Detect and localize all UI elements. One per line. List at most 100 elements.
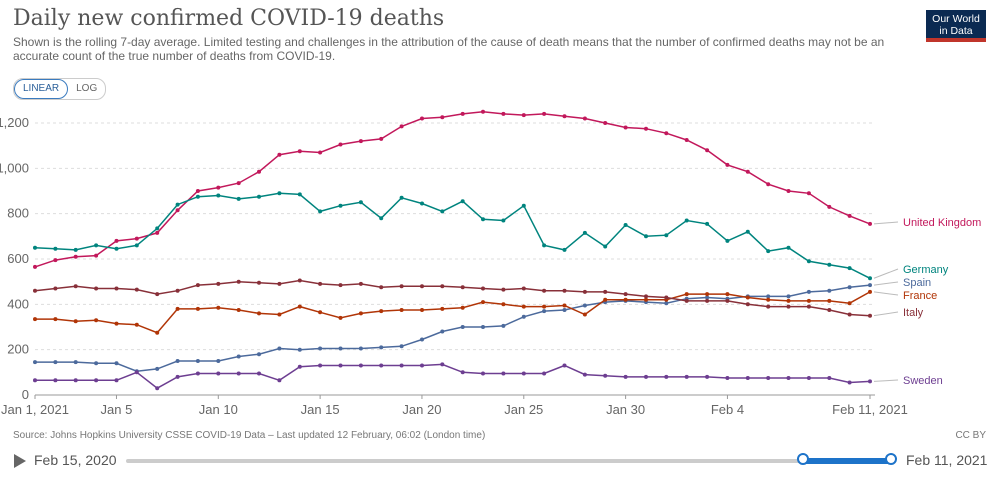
data-point xyxy=(216,193,221,198)
data-point xyxy=(705,298,710,303)
data-point xyxy=(847,285,852,290)
data-point xyxy=(134,236,139,241)
data-point xyxy=(420,284,424,289)
data-point xyxy=(582,372,587,377)
series-label-connector xyxy=(873,311,899,317)
data-point xyxy=(53,378,58,383)
timeline: Feb 15, 2020 Feb 11, 2021 xyxy=(0,448,1000,480)
data-point xyxy=(766,304,771,309)
data-point xyxy=(806,376,811,380)
data-point xyxy=(847,266,852,271)
data-point xyxy=(94,378,99,383)
data-point xyxy=(318,209,323,214)
data-point xyxy=(806,304,811,309)
data-point xyxy=(297,364,302,369)
data-point xyxy=(664,374,669,379)
data-point xyxy=(705,295,710,300)
timeline-track[interactable] xyxy=(126,459,892,463)
data-point xyxy=(664,131,669,136)
data-point xyxy=(195,371,200,376)
data-point xyxy=(155,330,160,335)
data-point xyxy=(175,208,180,213)
data-point xyxy=(806,259,811,264)
data-point xyxy=(318,150,323,155)
data-point xyxy=(114,321,119,326)
data-point xyxy=(53,286,58,291)
data-point xyxy=(542,304,547,309)
data-point xyxy=(501,323,506,328)
data-point xyxy=(195,359,200,363)
log-scale-button[interactable]: LOG xyxy=(76,83,98,94)
data-point xyxy=(725,238,730,243)
data-point xyxy=(257,194,261,199)
data-point xyxy=(460,370,465,375)
series-label[interactable]: Italy xyxy=(903,307,924,319)
series-label[interactable]: United Kingdom xyxy=(903,217,981,229)
data-point xyxy=(521,203,526,208)
data-point xyxy=(806,191,811,196)
data-point xyxy=(358,139,363,144)
linear-scale-button[interactable]: LINEAR xyxy=(14,79,69,99)
data-point xyxy=(786,189,791,193)
series-label[interactable]: Germany xyxy=(903,264,949,276)
license-link[interactable]: CC BY xyxy=(955,430,986,441)
logo-line-1: Our World xyxy=(932,13,980,25)
data-point xyxy=(399,124,404,129)
data-point xyxy=(623,297,628,302)
y-tick-label: 600 xyxy=(7,251,29,266)
series-line-united-kingdom[interactable] xyxy=(34,110,871,268)
data-point xyxy=(603,244,608,249)
series-line-sweden[interactable] xyxy=(35,363,871,390)
series-line-france[interactable] xyxy=(35,291,871,334)
data-point xyxy=(766,249,771,254)
data-point xyxy=(338,142,343,147)
data-point xyxy=(684,218,689,223)
data-point xyxy=(847,312,852,317)
data-point xyxy=(134,370,139,375)
series-label-connector xyxy=(873,281,899,286)
logo-line-2: in Data xyxy=(939,25,973,37)
timeline-end-label: Feb 11, 2021 xyxy=(906,452,988,468)
series-line-spain[interactable] xyxy=(35,284,871,372)
data-point xyxy=(358,200,363,205)
data-point xyxy=(440,284,445,289)
data-point xyxy=(868,283,872,288)
data-point xyxy=(358,346,363,351)
data-point xyxy=(175,202,180,207)
series-label-connector xyxy=(873,291,899,296)
data-point xyxy=(53,258,58,263)
timeline-end-handle[interactable] xyxy=(885,453,897,465)
play-icon[interactable] xyxy=(14,454,26,468)
data-point xyxy=(338,315,343,320)
data-point xyxy=(175,288,180,293)
data-point xyxy=(827,204,832,209)
data-point xyxy=(33,317,37,322)
series-label[interactable]: France xyxy=(903,290,937,302)
data-point xyxy=(358,363,363,368)
series-label[interactable]: Spain xyxy=(903,277,931,289)
data-point xyxy=(114,238,119,243)
data-point xyxy=(644,297,648,302)
data-point xyxy=(94,286,99,291)
owid-logo[interactable]: Our World in Data xyxy=(926,10,986,42)
data-point xyxy=(542,288,547,293)
data-point xyxy=(481,286,485,291)
timeline-start-handle[interactable] xyxy=(797,453,809,465)
series-line-germany[interactable] xyxy=(34,192,871,279)
data-point xyxy=(73,319,78,324)
series-line-italy[interactable] xyxy=(34,279,871,317)
data-point xyxy=(786,376,791,380)
data-point xyxy=(766,297,771,302)
data-point xyxy=(94,243,99,248)
y-tick-label: 1,000 xyxy=(0,160,29,175)
data-point xyxy=(582,303,587,308)
data-point xyxy=(481,371,485,376)
x-tick-label: Feb 4 xyxy=(711,402,744,417)
data-point xyxy=(297,347,302,352)
data-point xyxy=(216,305,221,310)
data-point xyxy=(806,298,811,303)
data-point xyxy=(53,360,58,365)
data-point xyxy=(847,301,852,306)
data-point xyxy=(195,189,200,193)
series-label[interactable]: Sweden xyxy=(903,375,943,387)
